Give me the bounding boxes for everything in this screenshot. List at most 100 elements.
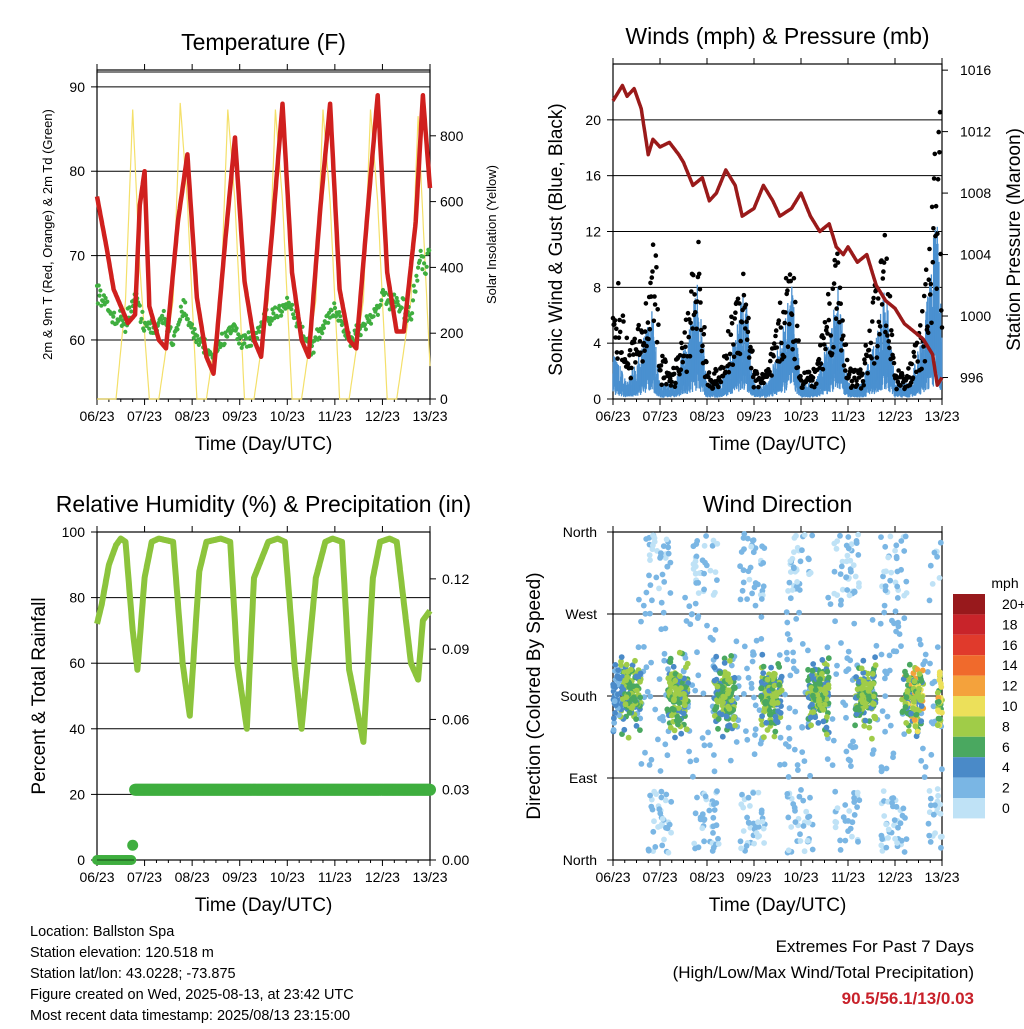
direction-point xyxy=(737,838,744,845)
direction-point xyxy=(920,745,926,752)
gust-point xyxy=(886,339,891,344)
dir-title: Wind Direction xyxy=(703,491,853,517)
gust-point xyxy=(640,359,645,364)
direction-point xyxy=(661,836,667,843)
gust-point xyxy=(648,280,653,286)
gust-point xyxy=(882,232,888,238)
dewpoint-point xyxy=(99,303,104,308)
direction-point xyxy=(699,735,706,741)
wind-ytick-label: 8 xyxy=(593,279,601,295)
direction-point xyxy=(643,536,650,542)
direction-point xyxy=(695,590,702,596)
direction-point xyxy=(785,814,792,821)
direction-point xyxy=(699,825,706,832)
direction-point xyxy=(812,687,819,693)
direction-point xyxy=(739,587,746,594)
gust-point xyxy=(694,326,699,332)
gust-point xyxy=(613,335,618,340)
gust-point xyxy=(702,325,707,330)
dewpoint-point xyxy=(337,310,342,315)
direction-point xyxy=(878,832,885,839)
direction-point xyxy=(918,703,925,709)
dewpoint-point xyxy=(129,309,134,314)
legend-swatch xyxy=(953,614,985,635)
gust-point xyxy=(687,353,693,359)
gust-point xyxy=(806,369,812,375)
direction-point xyxy=(834,805,841,811)
direction-point xyxy=(783,649,790,656)
gust-point xyxy=(791,275,797,281)
gust-point xyxy=(874,355,880,360)
direction-point xyxy=(852,722,858,729)
gust-point xyxy=(744,337,750,343)
temp-ylabel-right: Solar Insolation (Yellow) xyxy=(484,165,499,304)
dewpoint-point xyxy=(171,342,176,347)
direction-point xyxy=(784,619,791,626)
direction-point xyxy=(777,734,784,741)
gust-point xyxy=(633,360,638,365)
gust-point xyxy=(910,375,916,381)
dir-ytick-label: South xyxy=(560,688,597,704)
rh-ytick-label: 0 xyxy=(77,852,85,868)
direction-point xyxy=(709,542,716,549)
direction-point xyxy=(672,677,679,684)
direction-point xyxy=(918,757,925,764)
gust-point xyxy=(689,289,694,294)
direction-point xyxy=(725,703,731,710)
direction-point xyxy=(902,704,909,710)
direction-point xyxy=(747,803,753,809)
gust-point xyxy=(726,369,732,375)
gust-point xyxy=(685,310,691,316)
dewpoint-point xyxy=(291,312,296,317)
dewpoint-point xyxy=(118,314,124,319)
wind-xtick-label: 06/23 xyxy=(595,408,630,424)
direction-point xyxy=(753,637,760,644)
direction-point xyxy=(646,572,652,579)
dewpoint-point xyxy=(98,288,103,293)
direction-point xyxy=(745,820,752,826)
direction-point xyxy=(898,837,905,844)
direction-point xyxy=(665,544,672,551)
gust-point xyxy=(792,356,797,362)
gust-point xyxy=(798,373,803,379)
direction-point xyxy=(914,666,921,673)
gust-point xyxy=(822,320,828,325)
direction-point xyxy=(878,534,884,540)
direction-point xyxy=(697,816,704,823)
dewpoint-point xyxy=(192,327,197,332)
direction-point xyxy=(711,752,717,758)
direction-point xyxy=(922,651,929,658)
direction-point xyxy=(786,636,793,643)
gust-point xyxy=(889,332,895,338)
gust-point xyxy=(831,281,837,286)
dewpoint-point xyxy=(423,271,428,276)
direction-point xyxy=(668,798,675,805)
direction-point xyxy=(837,571,844,577)
direction-point xyxy=(659,842,666,849)
gust-point xyxy=(891,360,897,366)
direction-point xyxy=(641,644,647,650)
direction-point xyxy=(725,671,731,678)
direction-point xyxy=(772,728,779,735)
dewpoint-point xyxy=(160,313,165,318)
direction-point xyxy=(832,788,839,795)
direction-point xyxy=(675,705,682,711)
dewpoint-point xyxy=(285,295,290,300)
dewpoint-point xyxy=(425,251,430,256)
direction-point xyxy=(918,678,925,684)
gust-point xyxy=(887,345,892,351)
gust-point xyxy=(932,151,938,157)
direction-point xyxy=(629,703,636,710)
direction-point xyxy=(739,791,745,798)
direction-point xyxy=(884,713,891,720)
direction-point xyxy=(878,764,885,770)
direction-point xyxy=(656,585,662,592)
gust-point xyxy=(831,344,836,350)
rh-xtick-label: 07/23 xyxy=(127,869,162,885)
legend-label: 14 xyxy=(1002,657,1018,673)
dewpoint-point xyxy=(140,309,145,314)
gust-point xyxy=(827,301,832,306)
gust-point xyxy=(642,348,647,354)
direction-point xyxy=(766,707,773,714)
direction-point xyxy=(787,595,794,602)
